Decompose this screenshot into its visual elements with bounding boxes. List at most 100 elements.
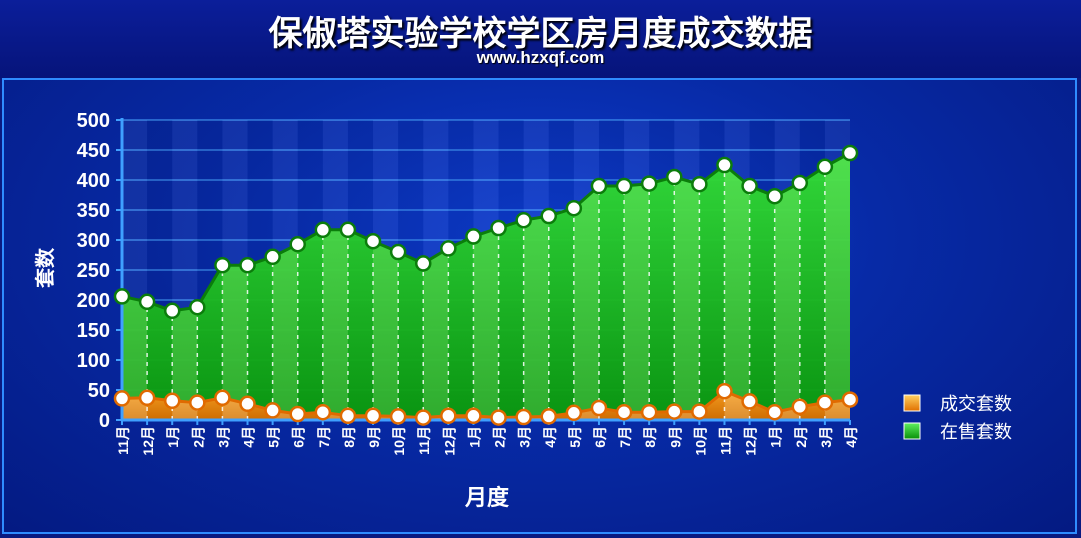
point-listings [189, 298, 206, 316]
area-listings-stripe [573, 186, 599, 420]
x-tick-label: 3月 [818, 426, 834, 448]
point-listings [816, 158, 834, 176]
area-listings-stripe [774, 183, 800, 420]
point-deals [490, 409, 507, 426]
area-listings-stripe [724, 165, 750, 420]
data-points [113, 144, 859, 426]
point-listings [389, 243, 407, 261]
x-tick-label: 9月 [667, 426, 683, 448]
y-tick-label-250: 250 [77, 260, 110, 282]
point-deals [465, 407, 482, 425]
point-listings [766, 187, 783, 205]
x-tick-label: 12月 [140, 426, 156, 456]
column-dividers [146, 173, 826, 420]
x-tick-label: 8月 [341, 426, 357, 448]
x-tick-label: 9月 [366, 426, 382, 448]
y-tick-label-450: 450 [77, 140, 110, 162]
point-listings [314, 221, 332, 239]
area-listings-stripe [674, 177, 700, 420]
point-listings [214, 256, 231, 274]
y-tick-label-200: 200 [77, 290, 110, 312]
point-deals [339, 407, 357, 425]
area-listings-stripe [272, 244, 298, 420]
header-band [0, 0, 1081, 78]
point-deals [239, 395, 256, 413]
x-tick-labels: 11月 12月 1月 2月 3月 4月 5月 6月 7月 8月 9月 10月 11月 12月 1月 2月 3月 4… [115, 426, 859, 456]
point-deals [716, 382, 733, 400]
point-deals [666, 403, 683, 420]
point-deals [389, 408, 407, 425]
x-tick-label: 4月 [241, 426, 257, 448]
x-tick-label: 10月 [692, 426, 708, 456]
area-listings-stripe [824, 153, 850, 420]
point-listings [289, 235, 306, 253]
y-tick-label-500: 500 [77, 110, 110, 132]
legend-label-listings: 在售套数 [940, 422, 1012, 443]
point-deals [113, 390, 131, 407]
point-listings [113, 288, 131, 305]
point-listings [741, 177, 758, 195]
point-listings [841, 144, 859, 162]
x-tick-label: 2月 [190, 426, 206, 448]
x-tick-label: 12月 [743, 426, 759, 456]
y-tick-label-150: 150 [77, 320, 110, 342]
series-areas [121, 151, 851, 420]
x-tick-label: 1月 [466, 426, 482, 448]
area-listings-stripe [122, 296, 148, 420]
area-listings-stripe [222, 265, 248, 420]
x-axis-label: 月度 [464, 485, 510, 511]
y-tick-labels: 0 50 100 150 200 250 300 350 400 450 500 [77, 110, 110, 432]
chart-title: 保俶塔实验学校学区房月度成交数据 [268, 14, 813, 54]
x-tick-label: 5月 [266, 426, 282, 448]
y-tick-label-50: 50 [88, 380, 110, 402]
area-listings-stripe [473, 228, 499, 420]
area-listings [122, 153, 850, 420]
point-listings [565, 199, 583, 217]
x-tick-label: 6月 [291, 426, 307, 448]
x-tick-label: 12月 [441, 426, 457, 456]
point-listings [339, 221, 357, 239]
x-tick-label: 8月 [642, 426, 658, 448]
x-tick-label: 1月 [165, 426, 181, 448]
point-listings [615, 177, 633, 195]
point-deals [414, 409, 432, 426]
area-listings-stripe [373, 241, 399, 420]
x-tick-label: 2月 [492, 426, 508, 448]
point-deals [841, 391, 859, 408]
point-deals [691, 403, 708, 420]
x-tick-label: 1月 [768, 426, 784, 448]
point-deals [741, 393, 758, 410]
point-listings [490, 219, 507, 237]
y-tick-label-300: 300 [77, 230, 110, 252]
x-tick-label: 11月 [416, 426, 432, 455]
legend: 成交套数 在售套数 [903, 394, 1012, 443]
area-listings-stripe [523, 216, 549, 420]
point-deals [214, 389, 231, 407]
x-tick-label: 10月 [391, 426, 407, 456]
point-deals [791, 398, 809, 416]
point-deals [264, 402, 281, 419]
point-deals [515, 408, 532, 426]
x-tick-label: 7月 [617, 426, 633, 448]
y-tick-label-100: 100 [77, 350, 110, 372]
point-listings [264, 248, 281, 266]
point-deals [440, 407, 457, 425]
x-tick-label: 11月 [717, 426, 733, 455]
x-tick-label: 4月 [542, 426, 558, 448]
point-listings [465, 228, 482, 245]
point-listings [515, 211, 532, 229]
x-tick-label: 5月 [567, 426, 583, 448]
point-listings [239, 256, 256, 274]
x-tick-label: 3月 [517, 426, 533, 448]
area-listings-stripe [172, 307, 198, 420]
area-listings-stripe [322, 229, 348, 420]
y-tick-label-350: 350 [77, 200, 110, 222]
point-listings [163, 302, 181, 320]
area-listings-stripe [423, 248, 449, 420]
chart-subtitle: www.hzxqf.com [476, 48, 605, 67]
point-listings [414, 255, 432, 272]
point-listings [791, 174, 809, 192]
x-tick-label: 2月 [793, 426, 809, 448]
